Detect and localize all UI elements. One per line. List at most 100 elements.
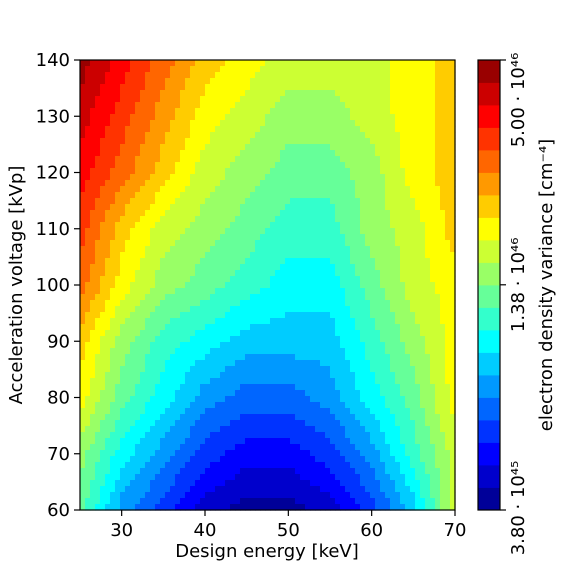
contour-cell — [340, 228, 346, 235]
contour-cell — [190, 366, 196, 373]
contour-cell — [190, 108, 196, 115]
contour-cell — [345, 342, 351, 349]
contour-cell — [385, 288, 391, 295]
contour-cell — [80, 378, 86, 385]
contour-cell — [365, 216, 371, 223]
contour-cell — [110, 342, 116, 349]
contour-cell — [210, 336, 216, 343]
contour-cell — [365, 342, 371, 349]
contour-cell — [240, 162, 246, 169]
contour-cell — [130, 270, 136, 277]
contour-cell — [320, 162, 326, 169]
contour-cell — [450, 180, 456, 187]
contour-cell — [295, 234, 301, 241]
contour-cell — [295, 288, 301, 295]
contour-cell — [370, 342, 376, 349]
contour-cell — [240, 348, 246, 355]
contour-cell — [205, 312, 211, 319]
contour-cell — [305, 60, 311, 67]
contour-cell — [195, 90, 201, 97]
contour-cell — [225, 78, 231, 85]
contour-cell — [170, 318, 176, 325]
contour-cell — [180, 258, 186, 265]
contour-cell — [400, 402, 406, 409]
contour-cell — [130, 318, 136, 325]
contour-cell — [130, 216, 136, 223]
contour-cell — [140, 276, 146, 283]
contour-cell — [155, 186, 161, 193]
contour-cell — [375, 186, 381, 193]
contour-cell — [290, 108, 296, 115]
contour-cell — [105, 282, 111, 289]
contour-cell — [420, 270, 426, 277]
contour-cell — [125, 276, 131, 283]
contour-cell — [285, 102, 291, 109]
contour-cell — [385, 240, 391, 247]
contour-cell — [205, 444, 211, 451]
contour-cell — [165, 312, 171, 319]
contour-cell — [325, 390, 331, 397]
contour-cell — [180, 72, 186, 79]
contour-cell — [110, 408, 116, 415]
contour-cell — [445, 438, 451, 445]
contour-cell — [130, 234, 136, 241]
contour-cell — [255, 168, 261, 175]
contour-cell — [165, 378, 171, 385]
contour-cell — [110, 402, 116, 409]
contour-cell — [315, 120, 321, 127]
contour-cell — [195, 228, 201, 235]
contour-cell — [80, 114, 86, 121]
contour-cell — [285, 348, 291, 355]
contour-cell — [405, 396, 411, 403]
contour-cell — [145, 438, 151, 445]
contour-cell — [170, 456, 176, 463]
contour-cell — [305, 390, 311, 397]
contour-cell — [125, 378, 131, 385]
contour-cell — [270, 450, 276, 457]
contour-cell — [350, 72, 356, 79]
contour-cell — [315, 426, 321, 433]
contour-cell — [375, 330, 381, 337]
contour-cell — [95, 138, 101, 145]
contour-cell — [285, 402, 291, 409]
contour-cell — [215, 312, 221, 319]
contour-cell — [400, 270, 406, 277]
contour-cell — [365, 168, 371, 175]
contour-cell — [110, 288, 116, 295]
contour-cell — [160, 90, 166, 97]
contour-cell — [395, 348, 401, 355]
contour-cell — [270, 132, 276, 139]
contour-cell — [95, 102, 101, 109]
contour-cell — [425, 120, 431, 127]
contour-cell — [285, 168, 291, 175]
contour-cell — [330, 300, 336, 307]
contour-cell — [330, 264, 336, 271]
contour-cell — [415, 432, 421, 439]
contour-cell — [125, 222, 131, 229]
contour-cell — [195, 132, 201, 139]
contour-cell — [250, 372, 256, 379]
contour-cell — [230, 396, 236, 403]
contour-cell — [260, 66, 266, 73]
contour-cell — [430, 354, 436, 361]
contour-cell — [225, 204, 231, 211]
contour-cell — [410, 150, 416, 157]
contour-cell — [205, 390, 211, 397]
contour-cell — [270, 96, 276, 103]
contour-cell — [175, 132, 181, 139]
contour-cell — [235, 192, 241, 199]
contour-cell — [230, 276, 236, 283]
contour-cell — [130, 186, 136, 193]
contour-cell — [305, 240, 311, 247]
contour-cell — [380, 60, 386, 67]
contour-cell — [425, 204, 431, 211]
contour-cell — [295, 102, 301, 109]
contour-cell — [135, 78, 141, 85]
contour-cell — [230, 60, 236, 67]
contour-cell — [145, 144, 151, 151]
contour-cell — [80, 66, 86, 73]
contour-cell — [160, 372, 166, 379]
contour-cell — [185, 300, 191, 307]
contour-cell — [85, 156, 91, 163]
contour-cell — [205, 144, 211, 151]
